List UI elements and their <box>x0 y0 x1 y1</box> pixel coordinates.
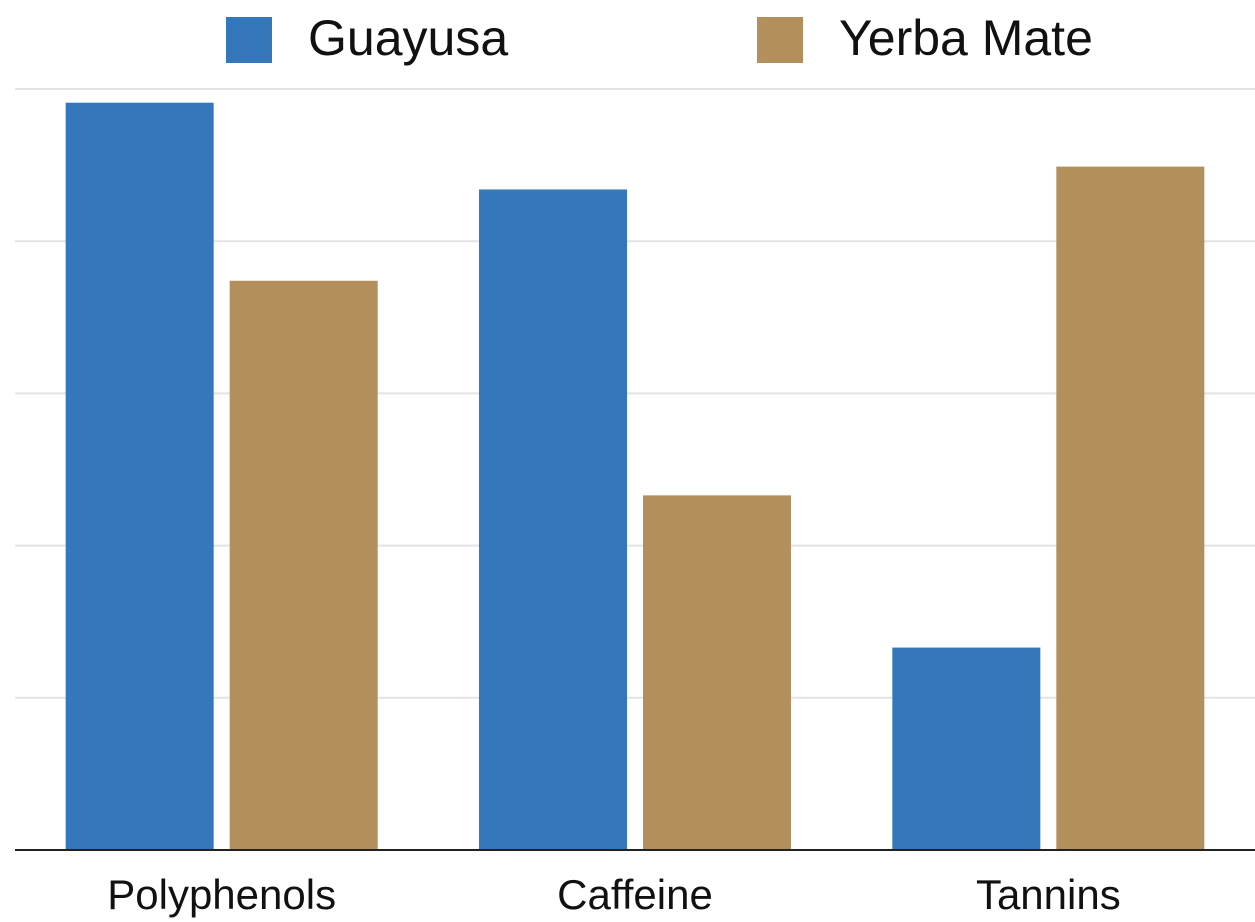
legend-label: Yerba Mate <box>839 10 1093 66</box>
x-tick-label: Tannins <box>976 871 1121 918</box>
bar <box>479 189 627 850</box>
bar <box>892 647 1041 850</box>
bar <box>65 102 214 850</box>
bar <box>1056 166 1205 850</box>
bar <box>643 495 791 850</box>
x-tick-label: Polyphenols <box>107 871 336 918</box>
legend-label: Guayusa <box>308 10 508 66</box>
bar <box>229 280 378 851</box>
legend-swatch <box>757 17 803 63</box>
x-tick-label: Caffeine <box>557 871 713 918</box>
legend-swatch <box>226 17 272 63</box>
